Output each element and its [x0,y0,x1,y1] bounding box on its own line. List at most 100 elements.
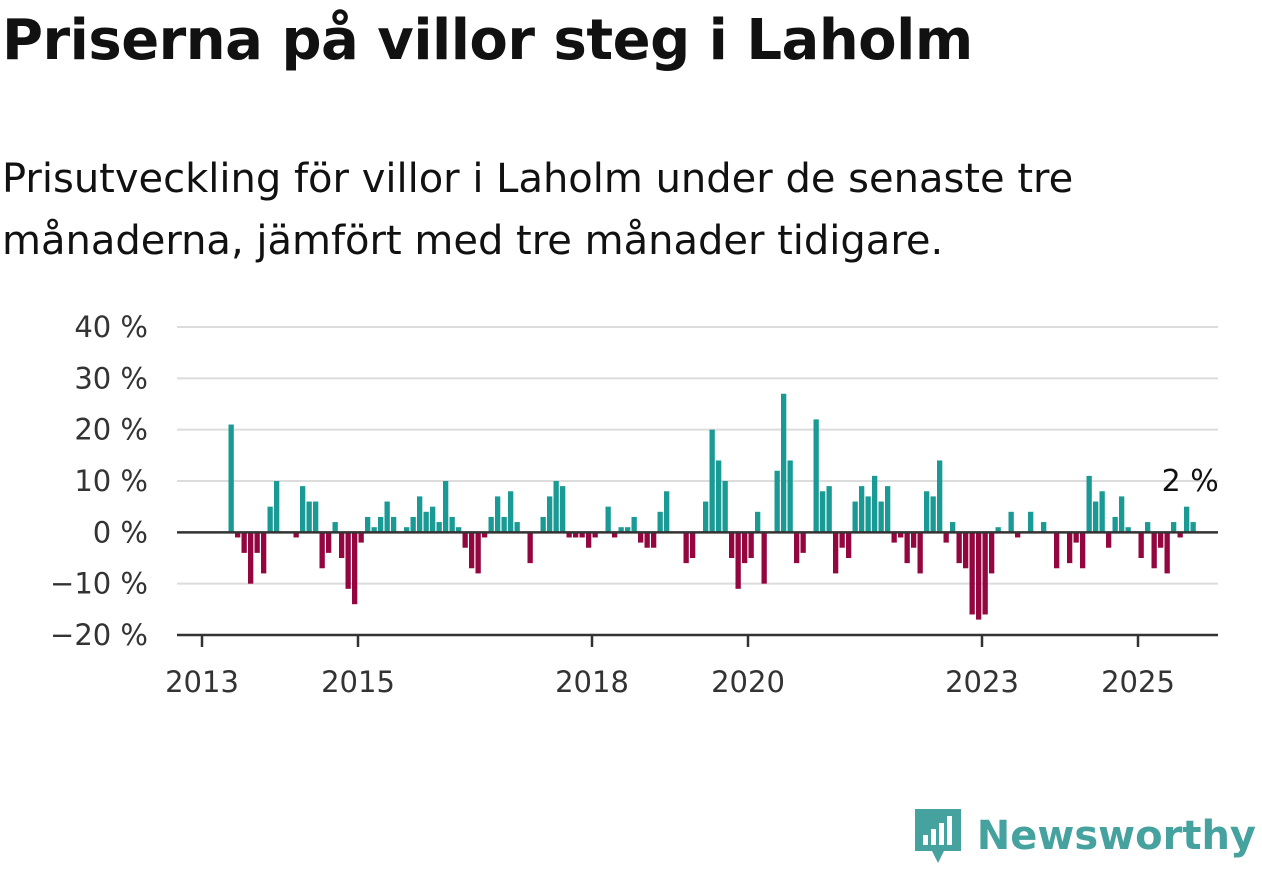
grid-lines [177,326,1218,585]
bar [638,532,644,543]
bar [1151,532,1157,569]
bar [1158,532,1164,548]
bar [644,532,650,548]
bar [371,527,377,533]
bar [1015,532,1021,538]
bar [787,460,793,533]
bar [735,532,741,589]
bar [1093,501,1099,533]
bar [293,532,299,538]
bar [950,522,956,533]
y-tick-label: 10 % [74,464,148,498]
bar [410,516,416,533]
bar [1164,532,1170,574]
bar [241,532,247,553]
bar [495,496,501,533]
bar [586,532,592,548]
newsworthy-logo-icon [914,809,961,863]
bar [1028,511,1034,533]
x-tick-label: 2013 [165,665,239,699]
bar [1086,475,1092,533]
bar [859,486,865,533]
bar [1184,506,1190,533]
bar [261,532,267,574]
bar [833,532,839,574]
bar [560,486,566,533]
bar [339,532,345,558]
bar [573,532,579,538]
bar [800,532,806,553]
axes [177,531,1218,647]
bar [937,460,943,533]
bar [956,532,962,564]
bar [1190,522,1196,533]
bar [254,532,260,553]
bar [930,496,936,533]
bar [1067,532,1073,564]
y-tick-label: 20 % [74,413,148,447]
bar [924,491,930,533]
bar [443,481,449,533]
bar [1177,532,1183,538]
bar [430,506,436,533]
bar [716,460,722,533]
bar [651,532,657,548]
bar [703,501,709,533]
bar [995,527,1001,533]
bar [345,532,351,589]
bar [1008,511,1014,533]
bar [1099,491,1105,533]
bar [274,481,280,533]
bar-chart: −20 %−10 %0 %10 %20 %30 %40 % 2013 2015 20… [50,310,1219,699]
bar [917,532,923,574]
bar [475,532,481,574]
bar [235,532,241,538]
bar [891,532,897,543]
bar [1073,532,1079,543]
bar [1119,496,1125,533]
x-tick-labels: 2013 2015 2018 2020 2023 2025 [165,665,1175,699]
bar [456,527,462,533]
bar [898,532,904,538]
bar [482,532,488,538]
bar [501,516,507,533]
y-tick-label: −20 % [50,618,148,652]
y-tick-label: 30 % [74,361,148,395]
bar [449,516,455,533]
y-tick-labels: −20 % −10 % 0 % 10 % 20 % 30 % 40 % [50,310,148,652]
bar [846,532,852,558]
latest-value-annotation: 2 % [1162,464,1219,499]
bar [469,532,475,569]
bar [1080,532,1086,569]
x-tick-label: 2018 [555,665,629,699]
bar [657,511,663,533]
bar [391,516,397,533]
bar [326,532,332,553]
bar [865,496,871,533]
bar [384,501,390,533]
bar [911,532,917,548]
bar [664,491,670,533]
bar [794,532,800,564]
bar [423,511,429,533]
bar [683,532,689,564]
bar [378,516,384,533]
bar [547,496,553,533]
bar [748,532,754,558]
bar [690,532,696,558]
bar [332,522,338,533]
bar [742,532,748,564]
bar [963,532,969,569]
bar [885,486,891,533]
bar [1145,522,1151,533]
y-tick-label: −10 % [50,567,148,601]
bar [820,491,826,533]
bar [982,532,988,615]
x-tick-label: 2020 [711,665,785,699]
bar [1112,516,1118,533]
bar [352,532,358,605]
bar [969,532,975,615]
x-tick-label: 2025 [1101,665,1175,699]
brand-name: Newsworthy [976,813,1256,859]
bar [1125,527,1131,533]
